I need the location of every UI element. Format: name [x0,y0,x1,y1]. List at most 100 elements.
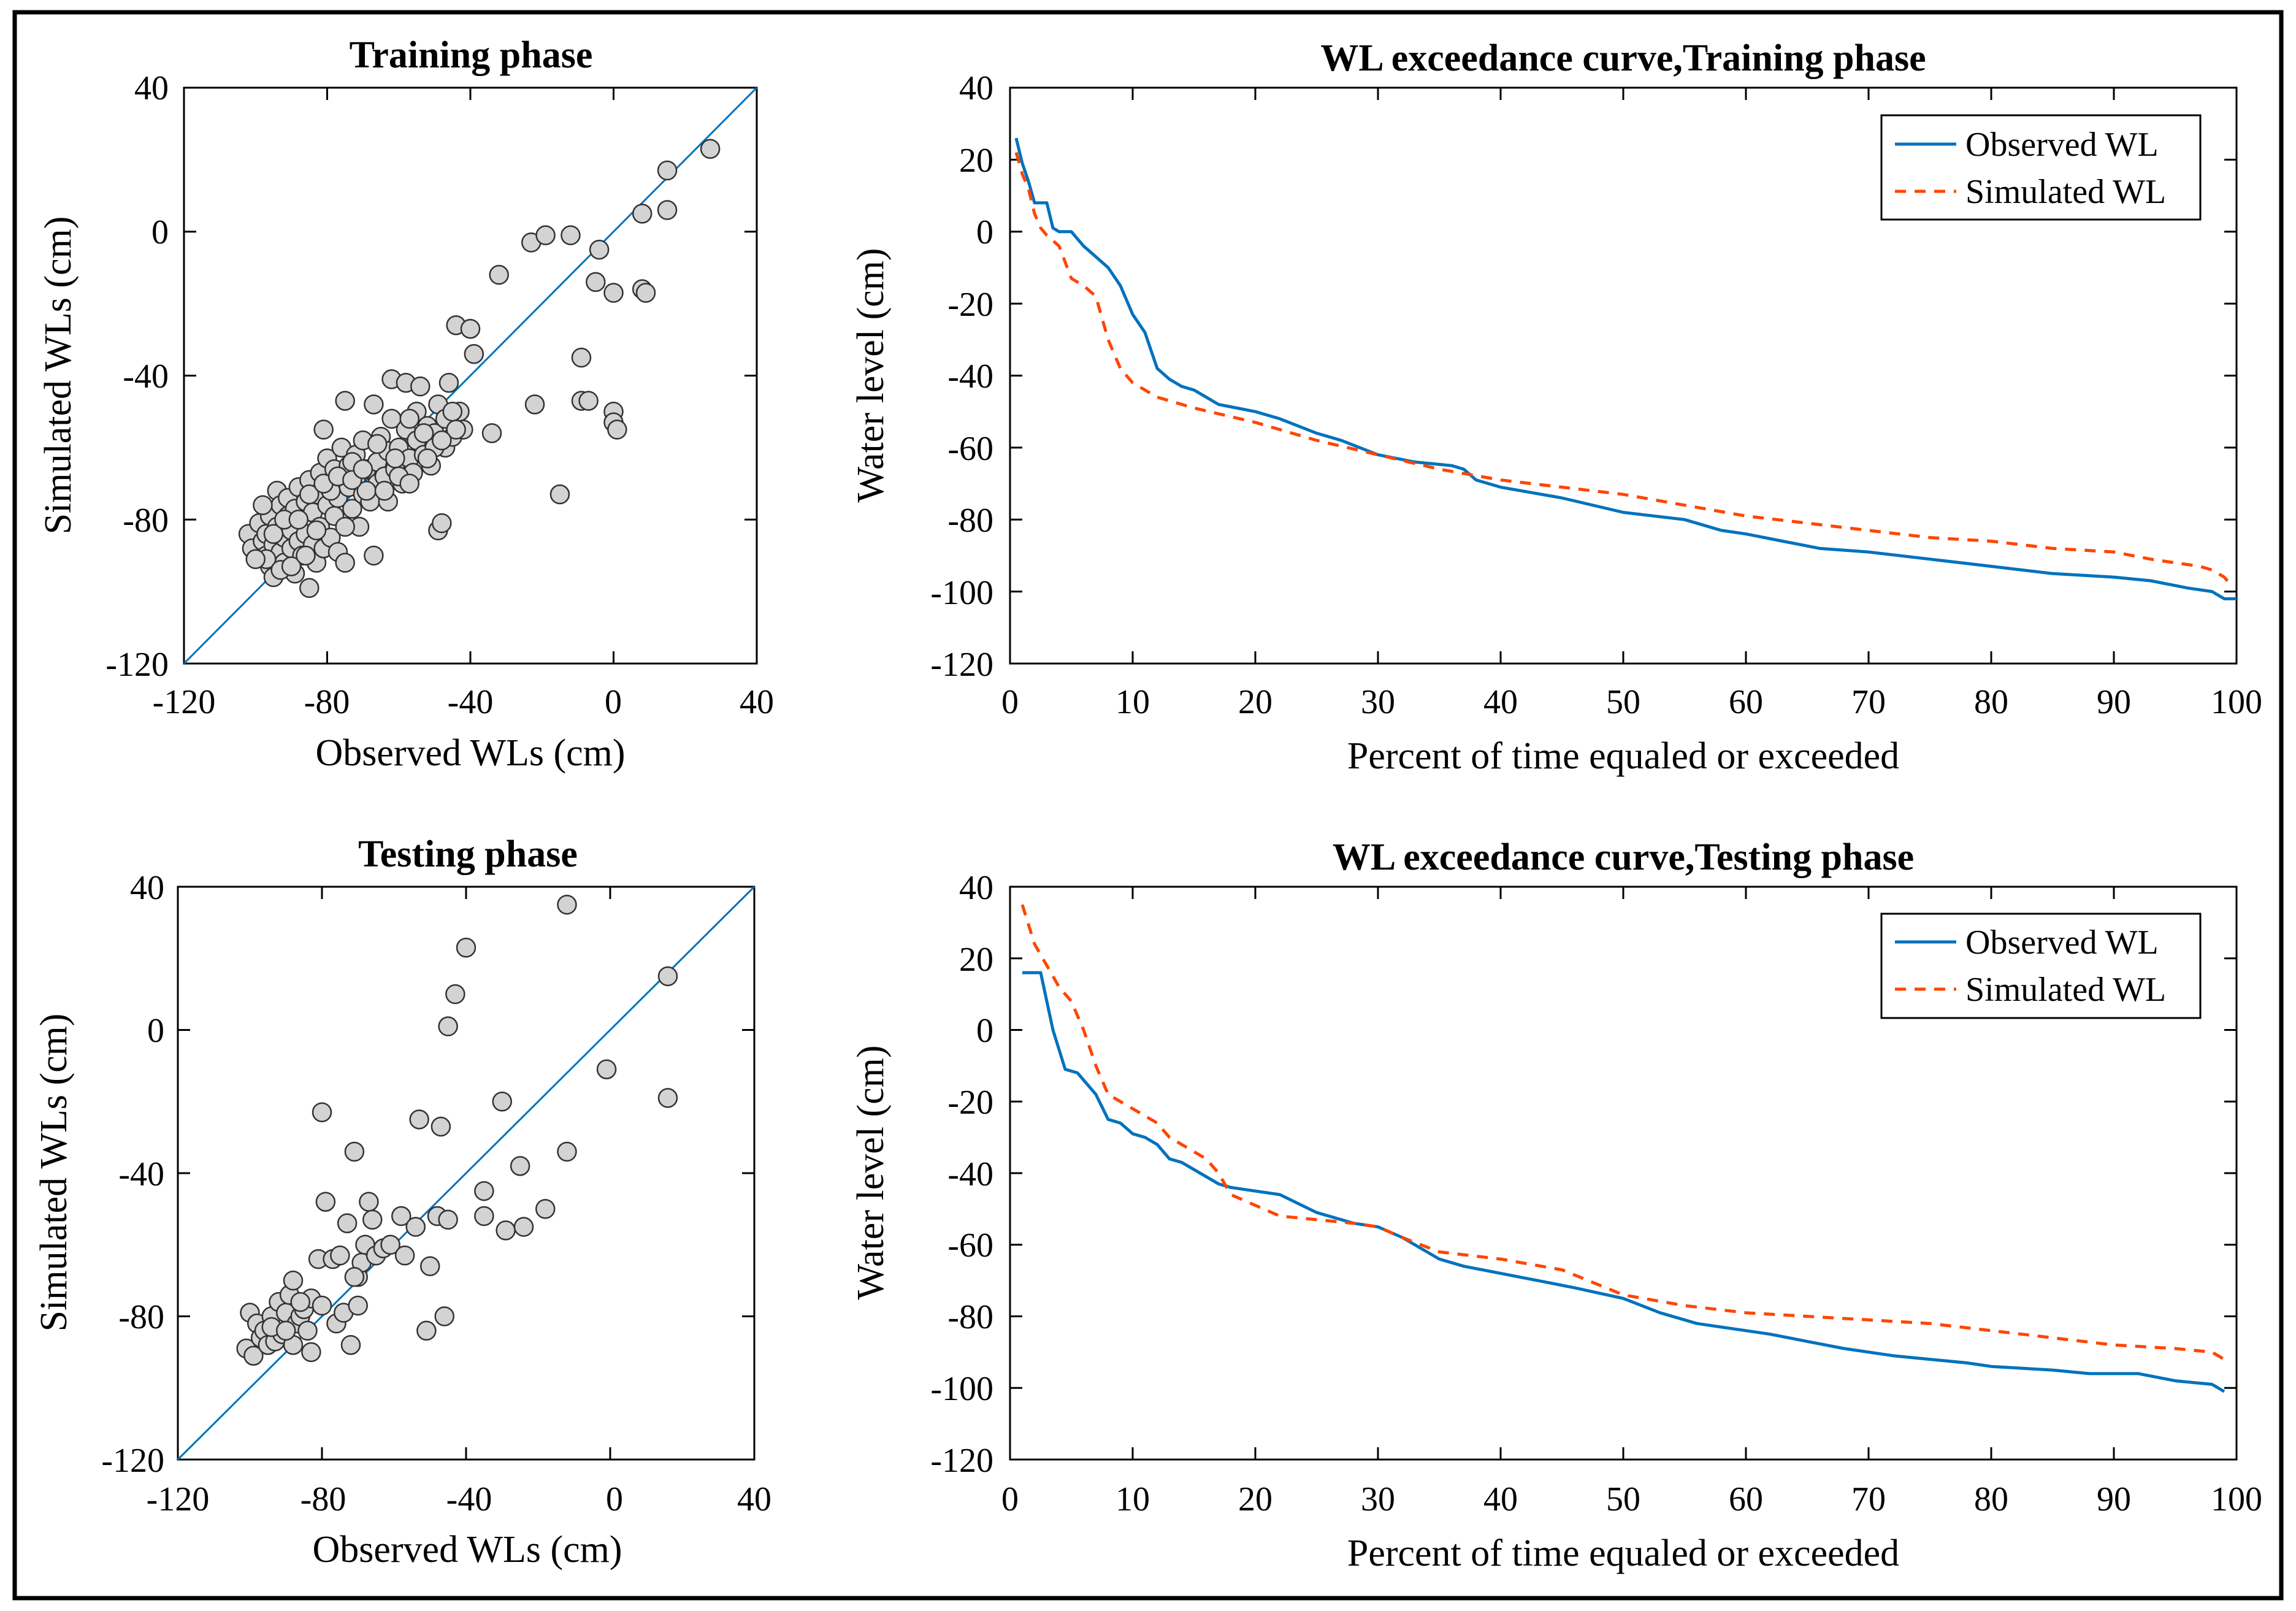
scatter-point [496,1220,516,1241]
scatter-point [632,204,652,224]
exceedance-test-xtick-label: 0 [1001,1480,1019,1518]
scatter-point [571,347,592,368]
scatter-test-xtick-label: -40 [446,1480,492,1518]
exceedance-train-ytick-label: 0 [976,213,993,251]
scatter-point [474,1181,494,1201]
scatter-point [399,408,420,429]
scatter-train-ytick-label: 0 [151,213,169,251]
scatter-point [513,1217,534,1237]
scatter-train-ytick-label: -80 [123,502,169,540]
scatter-point [312,1295,332,1316]
scatter-point [510,1156,530,1176]
scatter-point [364,394,384,415]
panel-scatter-test: Testing phase 40 0 -40 -80 -120 -120 -80… [33,833,771,1571]
scatter-point [344,1267,365,1287]
scatter-test-xlabel: Observed WLs (cm) [312,1529,622,1571]
scatter-point [535,1199,556,1219]
scatter-test-ylabel: Simulated WLs (cm) [33,1014,75,1332]
exceedance-train-xlabel: Percent of time equaled or exceeded [1347,735,1899,777]
legend-simulated-label: Simulated WL [1965,971,2166,1009]
scatter-point [353,459,373,480]
scatter-train-ytick-label: 40 [134,69,169,107]
exceedance-test-xtick-label: 40 [1483,1480,1518,1518]
legend-box [1880,114,2202,221]
scatter-point [253,495,273,516]
scatter-point [299,578,320,599]
scatter-test-ytick-label: 40 [130,869,164,907]
scatter-point [607,419,627,440]
scatter-point [340,1334,361,1355]
exceedance-train-yticks: 40 20 0 -20 -40 -60 -80 -100 -120 [930,69,993,684]
exceedance-train-xtick-label: 10 [1115,683,1150,721]
exceedance-test-xticks: 0 10 20 30 40 50 60 70 80 90 100 [1001,1480,2262,1518]
exceedance-train-ytick-label: -60 [947,430,993,468]
scatter-test-ytick-label: -120 [101,1442,164,1480]
scatter-point [413,423,434,443]
exceedance-train-xtick-label: 40 [1483,683,1518,721]
scatter-point [299,484,320,505]
simulated-wl-line [1014,151,2232,586]
scatter-point [335,391,355,411]
observed-wl-line [1014,137,2237,600]
exceedance-test-xtick-label: 10 [1115,1480,1150,1518]
scatter-point [589,239,610,260]
scatter-point [596,1059,617,1079]
scatter-point [438,1209,458,1230]
scatter-point [442,401,463,422]
exceedance-test-ytick-label: -80 [947,1298,993,1336]
scatter-point [313,419,334,440]
scatter-point [586,272,606,293]
exceedance-test-title: WL exceedance curve,Testing phase [1333,836,1914,878]
scatter-point [399,473,420,494]
scatter-point [434,1306,454,1326]
scatter-point [561,225,581,245]
exceedance-test-plot [1009,886,2238,1461]
scatter-point [535,225,556,245]
scatter-point [344,1141,365,1162]
scatter-point [524,394,545,415]
exceedance-train-plot [1009,86,2238,665]
scatter-point [410,376,431,397]
exceedance-test-ytick-label: 40 [959,869,993,907]
scatter-test-xtick-label: -120 [147,1480,210,1518]
scatter-point [335,516,355,537]
scatter-point [296,545,316,566]
panel-exceedance-train: WL exceedance curve,Training phase 40 20… [850,37,2262,777]
exceedance-train-xtick-label: 90 [2097,683,2131,721]
scatter-train-ylabel: Simulated WLs (cm) [37,216,79,535]
scatter-train-title: Training phase [350,34,593,76]
scatter-point [312,1102,332,1123]
exceedance-train-xtick-label: 70 [1851,683,1886,721]
scatter-point [385,448,405,469]
scatter-point [243,1345,264,1366]
scatter-test-ytick-label: -40 [118,1155,164,1193]
scatter-point [420,1256,440,1277]
scatter-point [432,513,452,534]
scatter-point [431,1116,451,1137]
exceedance-test-ytick-label: -100 [930,1370,993,1408]
scatter-point [557,894,577,915]
scatter-point [348,1295,368,1316]
exceedance-test-ytick-label: -120 [930,1442,993,1480]
scatter-point [288,510,309,530]
exceedance-train-ytick-label: -100 [930,574,993,612]
legend-observed-label: Observed WL [1965,924,2159,962]
scatter-point [492,1092,512,1112]
scatter-test-ytick-label: -80 [118,1298,164,1336]
exceedance-test-ytick-label: -20 [947,1084,993,1122]
scatter-point [364,545,384,566]
scatter-point [603,283,624,303]
exceedance-train-xtick-label: 60 [1729,683,1763,721]
scatter-train-xtick-label: 0 [605,683,622,721]
scatter-point [481,423,502,443]
exceedance-train-ytick-label: 40 [959,69,993,107]
scatter-point [557,1141,577,1162]
figure-border [12,10,2284,1601]
scatter-train-ytick-label: -120 [105,646,169,684]
exceedance-train-ylabel: Water level (cm) [850,248,892,503]
scatter-point [416,1320,437,1341]
scatter-train-xtick-label: -80 [304,683,350,721]
scatter-point [337,1213,358,1233]
exceedance-test-xtick-label: 90 [2097,1480,2131,1518]
scatter-point [549,484,570,505]
